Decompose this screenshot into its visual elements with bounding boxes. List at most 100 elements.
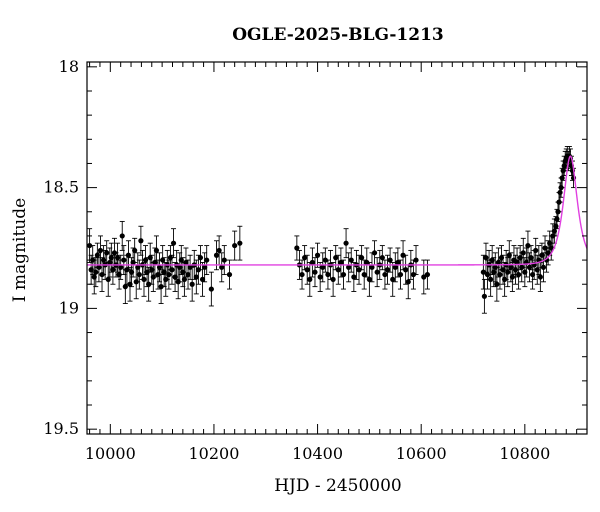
- data-marker: [132, 247, 138, 254]
- data-point: [152, 247, 158, 278]
- data-point: [96, 252, 102, 283]
- data-point: [387, 247, 393, 273]
- data-point: [413, 245, 419, 276]
- data-marker: [226, 271, 233, 278]
- data-marker: [299, 271, 305, 278]
- data-point: [346, 252, 352, 283]
- data-point: [338, 247, 344, 278]
- data-marker: [340, 271, 347, 278]
- data-marker: [497, 271, 503, 278]
- data-point: [156, 252, 163, 283]
- data-marker: [136, 271, 142, 278]
- data-point: [533, 237, 539, 263]
- x-tick-label: 10800: [499, 444, 550, 463]
- model-curve: [87, 155, 587, 266]
- data-marker: [219, 264, 225, 270]
- data-marker: [366, 276, 372, 283]
- data-point: [505, 257, 511, 288]
- data-marker: [346, 264, 352, 270]
- data-marker: [533, 247, 539, 254]
- data-marker: [317, 274, 323, 280]
- data-point: [170, 228, 177, 259]
- data-marker: [208, 286, 214, 292]
- data-point: [392, 252, 398, 283]
- data-marker: [138, 238, 144, 244]
- data-point: [512, 254, 519, 285]
- chart-title: OGLE-2025-BLG-1213: [232, 25, 444, 45]
- data-point: [374, 257, 380, 288]
- data-marker: [343, 240, 349, 246]
- data-point: [509, 262, 515, 292]
- data-marker: [374, 269, 380, 275]
- data-marker: [87, 242, 93, 249]
- data-point: [158, 269, 164, 305]
- data-marker: [379, 255, 385, 261]
- x-axis-label: HJD - 2450000: [274, 476, 402, 496]
- data-point: [483, 242, 489, 273]
- data-marker: [170, 240, 177, 246]
- data-marker: [537, 274, 543, 280]
- data-marker: [387, 257, 393, 263]
- data-marker: [307, 276, 313, 283]
- data-marker: [369, 264, 375, 270]
- data-marker: [158, 284, 164, 290]
- data-point: [219, 252, 225, 283]
- data-point: [202, 252, 208, 283]
- data-point: [302, 245, 308, 271]
- data-point: [93, 257, 99, 288]
- data-marker: [183, 259, 189, 266]
- data-marker: [320, 264, 326, 270]
- data-point: [322, 247, 328, 273]
- data-marker: [202, 264, 208, 270]
- data-marker: [185, 271, 191, 278]
- data-point: [403, 254, 409, 285]
- data-marker: [348, 257, 354, 263]
- data-point: [197, 245, 204, 271]
- data-marker: [516, 271, 522, 278]
- data-marker: [338, 259, 344, 266]
- data-point: [359, 245, 365, 271]
- data-marker: [96, 264, 102, 270]
- y-axis: 18 18.5 19 19.5: [43, 57, 587, 438]
- data-marker: [540, 264, 547, 270]
- data-marker: [333, 255, 339, 261]
- data-point: [221, 245, 227, 276]
- data-marker: [481, 293, 488, 299]
- data-marker: [232, 242, 238, 249]
- data-marker: [118, 264, 124, 270]
- data-marker: [153, 247, 160, 254]
- data-marker: [302, 255, 308, 261]
- data-marker: [403, 267, 409, 273]
- data-point: [87, 228, 93, 263]
- data-point: [183, 247, 189, 278]
- data-marker: [392, 264, 398, 270]
- data-point: [314, 242, 321, 268]
- data-point: [366, 262, 372, 297]
- data-marker: [121, 257, 127, 263]
- data-marker: [237, 240, 243, 246]
- x-tick-label: 10600: [396, 444, 447, 463]
- data-marker: [480, 269, 486, 275]
- data-marker: [104, 250, 110, 256]
- data-point: [216, 235, 222, 266]
- data-marker: [400, 252, 406, 258]
- data-marker: [146, 281, 152, 287]
- data-marker: [405, 279, 411, 285]
- data-point: [364, 247, 370, 278]
- data-marker: [97, 247, 104, 254]
- y-tick-label: 18: [59, 57, 79, 76]
- y-tick-label: 18.5: [43, 178, 79, 197]
- data-marker: [330, 276, 336, 283]
- x-tick-label: 10000: [85, 444, 136, 463]
- data-marker: [397, 271, 404, 278]
- data-marker: [199, 276, 206, 283]
- data-marker: [322, 257, 328, 263]
- data-point: [382, 259, 388, 290]
- data-point: [132, 237, 138, 263]
- data-point: [379, 245, 385, 271]
- data-marker: [488, 276, 494, 283]
- data-marker: [119, 233, 125, 239]
- data-point: [169, 254, 175, 285]
- data-point: [320, 252, 326, 283]
